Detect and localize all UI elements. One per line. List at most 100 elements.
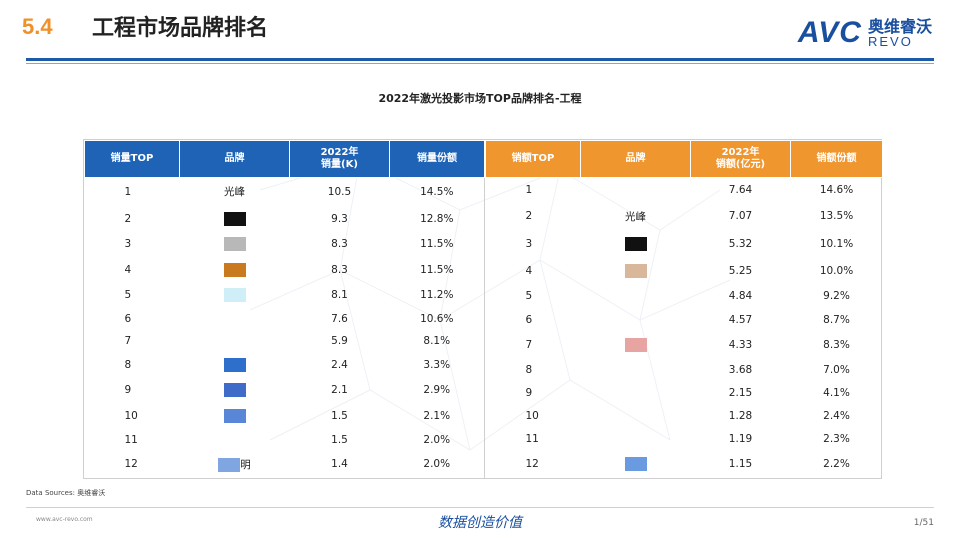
brand-cell [581, 428, 691, 451]
table-row: 3 5.32 10.1% [486, 231, 883, 258]
value-cell: 8.3 [331, 238, 348, 251]
table-row: 7 5.9 8.1% [85, 330, 485, 352]
header-divider-accent [26, 63, 934, 64]
volume-header-cell: 品牌 [179, 140, 290, 178]
redacted-brand-block [624, 237, 647, 252]
volume-header-cell: 销量份额 [389, 140, 485, 178]
value-cell: 8.3 [331, 263, 348, 276]
value-cell: 1.4 [331, 458, 348, 471]
share-cell: 14.5% [420, 185, 454, 198]
brand-cell [581, 358, 691, 381]
brand-cell [180, 231, 290, 257]
share-cell: 2.0% [423, 433, 451, 446]
share-cell: 11.5% [420, 238, 454, 251]
value-cell: 5.25 [728, 265, 753, 278]
table-row: 6 7.6 10.6% [85, 308, 485, 330]
brand-cell: 光峰 [180, 178, 290, 206]
value-cell: 7.64 [728, 183, 753, 196]
value-cell: 7.6 [331, 313, 348, 326]
table-row: 12 明 1.4 2.0% [85, 450, 485, 478]
rank-cell: 1 [525, 183, 533, 196]
brand-cell [581, 381, 691, 404]
value-cell: 1.19 [728, 433, 753, 446]
rank-cell: 7 [525, 338, 533, 351]
brand-name: 光峰 [625, 210, 646, 223]
brand-cell [180, 257, 290, 283]
table-row: 10 1.5 2.1% [85, 403, 485, 429]
rank-cell: 4 [124, 263, 132, 276]
rank-cell: 10 [124, 409, 138, 422]
footer-url: www.avc-revo.com [36, 516, 93, 523]
brand-name: 光峰 [224, 186, 245, 199]
rank-cell: 6 [124, 313, 132, 326]
revenue-header-cell: 品牌 [580, 140, 691, 178]
volume-ranking-table: 销量TOP 品牌 2022年 销量(K) 销量份额 1 光峰 10.5 14.5% 2 9.3 1… [84, 140, 485, 478]
footer-slogan: 数据创造价值 [438, 515, 522, 531]
table-row: 12 1.15 2.2% [486, 451, 883, 478]
avc-logo: AVC 奥维睿沃 REVO [798, 16, 932, 50]
value-cell: 1.5 [331, 433, 348, 446]
value-cell: 7.07 [728, 210, 753, 223]
table-row: 2 光峰 7.07 13.5% [486, 202, 883, 231]
volume-table-header: 销量TOP 品牌 2022年 销量(K) 销量份额 [84, 140, 485, 178]
share-cell: 10.6% [420, 313, 454, 326]
value-cell: 10.5 [327, 185, 352, 198]
redacted-brand-block [223, 288, 246, 303]
value-cell: 2.1 [331, 384, 348, 397]
table-row: 2 9.3 12.8% [85, 206, 485, 232]
footer-divider [26, 507, 934, 508]
table-row: 1 光峰 10.5 14.5% [85, 178, 485, 206]
revenue-table-body: 1 7.64 14.6% 2 光峰 7.07 13.5% 3 5.32 10.1% 4 5.25 10.… [486, 178, 883, 479]
share-cell: 13.5% [819, 210, 854, 223]
brand-cell [581, 285, 691, 308]
brand-cell [180, 206, 290, 232]
rank-cell: 8 [525, 363, 533, 376]
rank-cell: 3 [124, 238, 132, 251]
brand-cell [581, 451, 691, 478]
value-cell: 5.32 [728, 238, 753, 251]
table-row: 6 4.57 8.7% [486, 308, 883, 331]
logo-cn-text: 奥维睿沃 [867, 16, 932, 36]
share-cell: 4.1% [823, 386, 850, 399]
brand-cell [180, 330, 290, 352]
table-row: 4 5.25 10.0% [486, 258, 883, 285]
revenue-header-cell: 销额TOP [485, 140, 581, 178]
rank-cell: 11 [525, 433, 539, 446]
brand-name: 明 [240, 458, 251, 471]
share-cell: 7.0% [823, 363, 850, 376]
share-cell: 12.8% [420, 212, 454, 225]
rank-cell: 10 [525, 410, 539, 423]
brand-cell [581, 258, 691, 285]
share-cell: 2.9% [423, 384, 451, 397]
table-row: 8 3.68 7.0% [486, 358, 883, 381]
table-row: 9 2.15 4.1% [486, 381, 883, 404]
logo-cn-block: 奥维睿沃 REVO [867, 16, 932, 49]
rank-cell: 9 [124, 384, 132, 397]
rank-cell: 1 [124, 185, 132, 198]
rank-cell: 11 [124, 433, 138, 446]
logo-en-text: REVO [867, 33, 913, 49]
rank-cell: 6 [525, 313, 533, 326]
table-row: 11 1.19 2.3% [486, 428, 883, 451]
share-cell: 2.0% [423, 458, 451, 471]
table-row: 10 1.28 2.4% [486, 405, 883, 428]
share-cell: 10.0% [819, 265, 854, 278]
rank-cell: 5 [525, 290, 533, 303]
header-divider [26, 58, 934, 61]
rank-cell: 8 [124, 358, 132, 371]
redacted-brand-block [218, 457, 241, 472]
revenue-ranking-table: 销额TOP 品牌 2022年 销额(亿元) 销额份额 1 7.64 14.6% 2 光峰 7.0… [485, 140, 883, 478]
brand-cell [581, 178, 691, 202]
page-title: 工程市场品牌排名 [92, 16, 269, 41]
value-cell: 2.15 [728, 386, 753, 399]
redacted-brand-block [223, 237, 246, 252]
brand-cell [180, 403, 290, 429]
redacted-brand-block [223, 211, 246, 226]
table-row: 9 2.1 2.9% [85, 377, 485, 403]
redacted-brand-block [624, 337, 647, 352]
brand-cell [581, 331, 691, 358]
value-cell: 3.68 [728, 363, 753, 376]
brand-cell [180, 377, 290, 403]
value-cell: 1.28 [728, 410, 753, 423]
share-cell: 2.1% [423, 409, 451, 422]
